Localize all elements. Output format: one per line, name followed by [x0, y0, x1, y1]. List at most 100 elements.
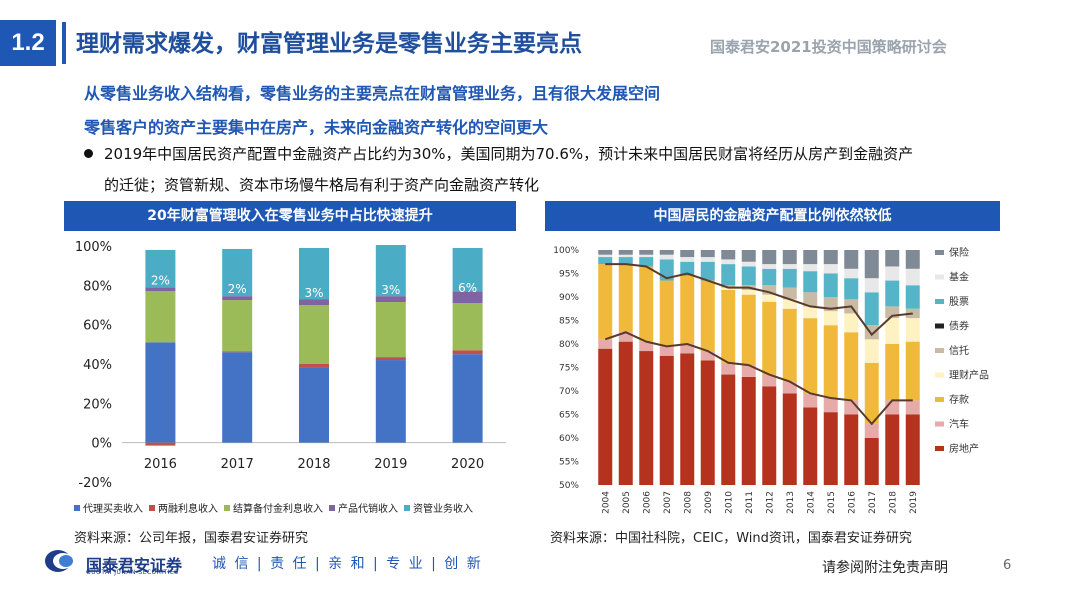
- right-bar-segment: [823, 311, 838, 326]
- wealth-revenue-chart: -20% 0% 20% 40% 60% 80% 100% 2% 2016 2% 2017 3% 2018…: [74, 240, 506, 515]
- left-bar-segment: [222, 296, 253, 301]
- right-trend-line: [604, 331, 913, 426]
- right-bar-segment: [803, 393, 818, 408]
- right-bar-segment: [885, 250, 900, 267]
- left-data-label: 3%: [381, 283, 400, 297]
- right-bar-segment: [823, 398, 838, 413]
- right-bar-segment: [905, 268, 920, 286]
- right-bar-segment: [762, 294, 777, 302]
- right-bar-segment: [721, 250, 736, 260]
- right-bar-segment: [741, 261, 756, 267]
- company-brand-en: GUOTAI JUNAN SECURITIES: [86, 569, 179, 576]
- left-legend-swatch: [329, 505, 335, 511]
- right-bar-segment: [680, 344, 695, 354]
- left-bar-segment: [222, 351, 253, 353]
- right-legend-label: 信托: [949, 344, 969, 357]
- right-legend-swatch: [935, 274, 944, 280]
- left-x-tick-label: 2017: [221, 457, 254, 472]
- right-bar-segment: [905, 250, 920, 269]
- right-legend-swatch: [935, 299, 944, 304]
- right-bar-segment: [905, 285, 920, 309]
- right-bar-segment: [864, 438, 879, 485]
- right-bar-segment: [741, 376, 756, 485]
- right-bar-segment: [659, 254, 674, 260]
- left-bar-segment: [452, 247, 483, 292]
- left-bar-segment: [375, 357, 406, 361]
- right-bar-segment: [844, 250, 859, 269]
- right-x-tick-label: 2016: [847, 491, 857, 514]
- right-bar-segment: [618, 257, 633, 265]
- household-asset-chart: 50% 55% 60% 65% 70% 75% 80% 85% 90% 95% 100% 2004 20…: [553, 246, 989, 514]
- right-bar-segment: [639, 266, 654, 342]
- left-bar-segment: [452, 291, 483, 304]
- right-bar-segment: [659, 280, 674, 347]
- right-x-tick-label: 2015: [827, 491, 837, 514]
- section-number: 1.2: [0, 20, 56, 66]
- right-bar-segment: [639, 254, 654, 258]
- right-bar-segment: [885, 414, 900, 485]
- right-bar-segment: [803, 264, 818, 272]
- left-legend-label: 产品代销收入: [338, 502, 398, 515]
- right-chart-banner: 中国居民的金融资产配置比例依然较低: [545, 201, 1000, 231]
- right-bar-segment: [905, 318, 920, 342]
- right-x-tick-label: 2018: [888, 491, 898, 514]
- right-bar-segment: [680, 275, 695, 344]
- right-bar-segment: [659, 355, 674, 485]
- right-x-tick-label: 2011: [745, 491, 755, 514]
- right-x-tick-label: 2008: [683, 491, 693, 514]
- left-bar-segment: [452, 354, 483, 443]
- right-bar-segment: [741, 365, 756, 377]
- right-bar-segment: [782, 287, 797, 300]
- left-x-tick-label: 2020: [451, 457, 484, 472]
- right-bar-segment: [618, 250, 633, 255]
- disclaimer-link[interactable]: 请参阅附注免责声明: [822, 560, 948, 576]
- left-data-label: 3%: [304, 286, 323, 300]
- right-x-tick-label: 2006: [642, 491, 652, 514]
- right-trend-line: [605, 263, 913, 337]
- right-legend-label: 理财产品: [949, 369, 989, 382]
- left-bar-segment: [299, 247, 329, 300]
- right-bar-segment: [782, 264, 797, 269]
- right-source-note: 资料来源：中国社科院，CEIC，Wind资讯，国泰君安证券研究: [550, 531, 912, 546]
- right-bar-segment: [803, 407, 818, 485]
- subtitle-2: 零售客户的资产主要集中在房产，未来向金融资产转化的空间更大: [84, 118, 549, 137]
- right-bar-segment: [803, 318, 818, 394]
- right-legend-swatch: [935, 250, 944, 255]
- right-bar-segment: [885, 318, 900, 344]
- right-x-tick-label: 2019: [909, 491, 919, 514]
- page-title: 理财需求爆发，财富管理业务是零售业务主要亮点: [76, 31, 582, 57]
- right-bar-segment: [700, 351, 715, 361]
- page-number: 6: [1003, 558, 1012, 573]
- right-bar-segment: [823, 325, 838, 399]
- right-bar-segment: [618, 341, 633, 485]
- right-bar-segment: [680, 250, 695, 258]
- left-data-label: 2%: [151, 273, 170, 287]
- right-bar-segment: [618, 264, 633, 333]
- right-bar-segment: [700, 360, 715, 485]
- left-y-tick-label: -20%: [78, 476, 112, 491]
- right-bar-segment: [721, 289, 736, 363]
- right-bar-segment: [680, 261, 695, 276]
- left-legend-label: 结算备付金利息收入: [233, 502, 323, 515]
- right-bar-segment: [741, 294, 756, 366]
- right-bar-segment: [885, 280, 900, 307]
- right-y-tick-label: 85%: [559, 317, 579, 327]
- right-legend-label: 汽车: [949, 418, 969, 431]
- right-legend-label: 股票: [949, 296, 969, 308]
- left-bar-segment: [299, 364, 329, 368]
- right-x-tick-label: 2012: [765, 491, 775, 514]
- right-y-tick-label: 65%: [559, 411, 579, 421]
- right-bar-segment: [721, 285, 736, 288]
- company-brand: 国泰君安证券: [86, 556, 183, 575]
- right-bar-segment: [598, 257, 613, 265]
- right-x-tick-label: 2014: [806, 491, 816, 514]
- bullet-text-line-1: 2019年中国居民资产配置中金融资产占比约为30%，美国同期为70.6%，预计未…: [104, 145, 914, 163]
- left-legend-label: 资管业务收入: [413, 502, 473, 515]
- right-bar-segment: [864, 339, 879, 363]
- right-bar-segment: [721, 259, 736, 265]
- right-bar-segment: [680, 257, 695, 262]
- right-y-tick-label: 50%: [559, 481, 579, 491]
- left-legend-label: 代理买卖收入: [83, 502, 143, 515]
- right-bar-segment: [823, 273, 838, 297]
- right-legend-label: 保险: [949, 246, 969, 259]
